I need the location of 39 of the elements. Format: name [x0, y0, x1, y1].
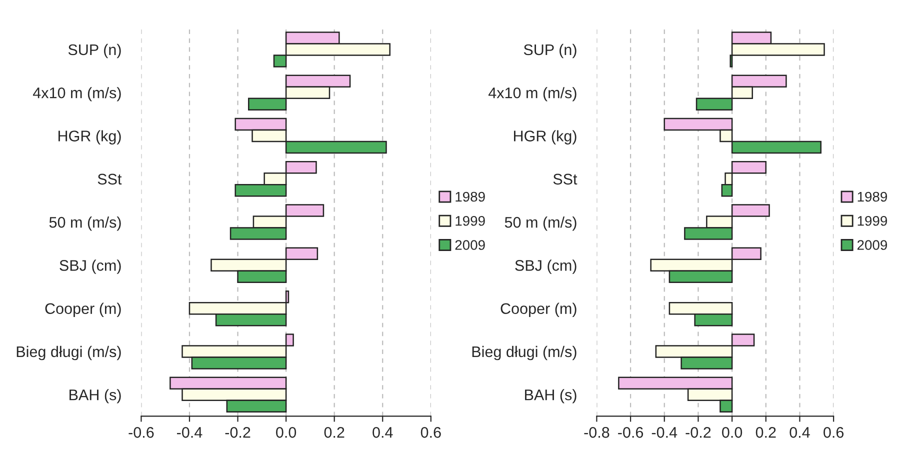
legend-label: 2009	[455, 240, 485, 250]
x-tick-label: -0.4	[177, 426, 202, 438]
x-tick-label: 0.6	[420, 426, 441, 438]
y-tick-label: Cooper (m)	[45, 302, 121, 318]
y-tick-label: SUP (n)	[68, 44, 121, 58]
y-tick-label: HGR (kg)	[514, 130, 576, 144]
legend-label: 1999	[456, 216, 485, 226]
legend-label: 1989	[858, 192, 888, 202]
y-tick-label: Bieg długi (m/s)	[16, 346, 121, 360]
y-tick-label: BAH (s)	[70, 389, 121, 404]
legend-label: 1989	[456, 192, 485, 202]
legend-label: 1999	[858, 216, 888, 226]
legend-label: 2009	[857, 240, 888, 250]
x-tick-label: -0.8	[584, 426, 610, 438]
y-tick-label: SBJ (cm)	[515, 260, 576, 274]
x-tick-label: -0.2	[225, 426, 250, 438]
y-tick-label: 4x10 m (m/s)	[32, 87, 121, 102]
x-tick-label: -0.6	[128, 426, 154, 438]
x-tick-label: 0.0	[276, 426, 296, 438]
y-tick-label: HGR (kg)	[58, 130, 121, 144]
x-tick-label: 0.6	[824, 426, 844, 438]
y-tick-label: 4x10 m (m/s)	[488, 87, 576, 102]
x-tick-label: 0.0	[722, 426, 742, 438]
x-tick-label: 0.4	[372, 426, 393, 438]
x-tick-label: -0.6	[618, 426, 644, 438]
y-tick-label: 50 m (m/s)	[49, 216, 121, 231]
x-tick-label: -0.4	[652, 426, 678, 438]
y-tick-label: SUP (n)	[524, 44, 576, 58]
x-tick-label: -0.2	[686, 426, 711, 438]
y-tick-label: SSt	[553, 174, 578, 185]
y-tick-label: BAH (s)	[525, 389, 576, 404]
y-tick-label: Cooper (m)	[500, 302, 576, 318]
y-tick-label: SSt	[98, 174, 122, 185]
y-tick-label: Bieg długi (m/s)	[472, 346, 576, 360]
y-tick-label: 50 m (m/s)	[504, 216, 576, 231]
y-tick-label: SBJ (cm)	[60, 260, 121, 274]
x-tick-label: 0.2	[756, 426, 776, 438]
x-tick-label: 0.2	[324, 426, 344, 438]
x-tick-label: 0.4	[790, 426, 810, 438]
